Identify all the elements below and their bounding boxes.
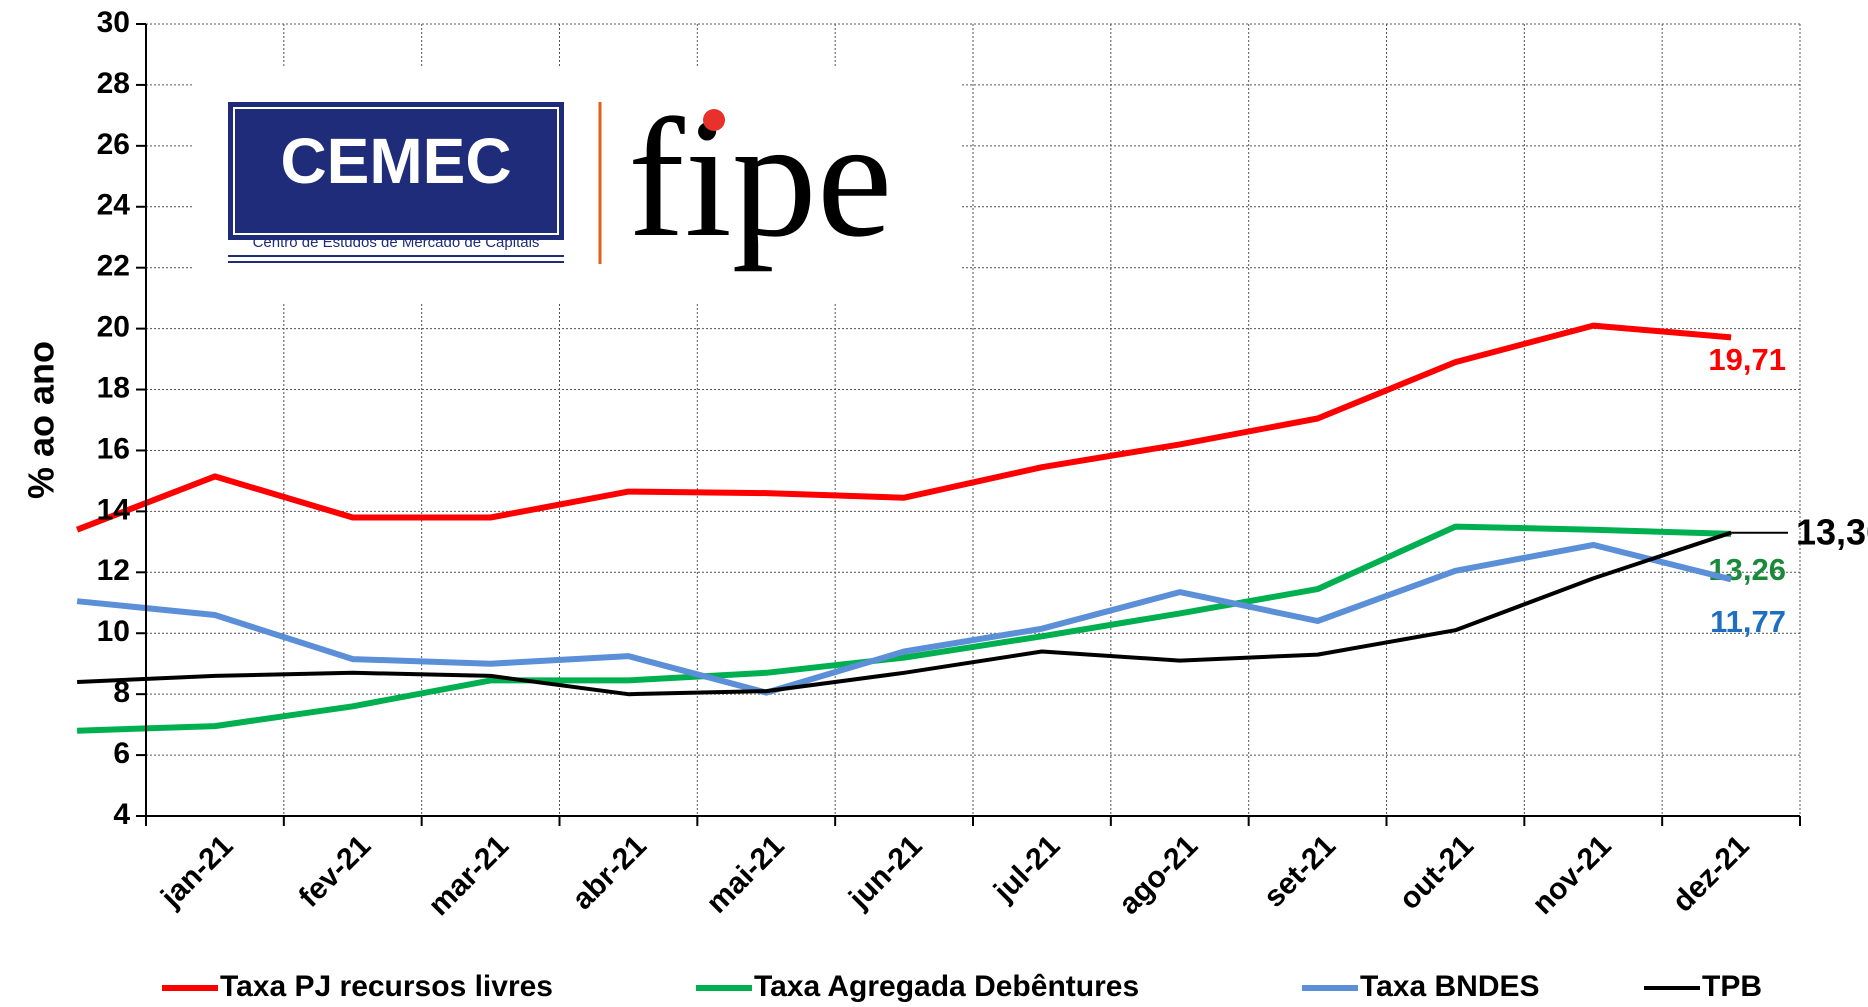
y-tick-label: 18 xyxy=(97,371,130,404)
y-tick-label: 28 xyxy=(97,67,130,100)
cemec-subtitle: Centro de Estudos de Mercado de Capitais xyxy=(253,234,540,251)
y-tick-label: 16 xyxy=(97,432,130,465)
x-tick-label: nov-21 xyxy=(1526,829,1618,921)
cemec-box-border xyxy=(233,107,559,235)
fipe-text: fipe xyxy=(628,84,892,272)
y-tick-label: 20 xyxy=(97,311,130,344)
value-label: 13,26 xyxy=(1708,552,1786,587)
x-tick-label: abr-21 xyxy=(566,829,653,916)
legend-label: TPB xyxy=(1702,970,1762,1002)
x-tick-label: out-21 xyxy=(1393,829,1480,916)
y-tick-label: 14 xyxy=(97,493,131,526)
y-tick-label: 12 xyxy=(97,554,130,587)
legend-label: Taxa Agregada Debêntures xyxy=(754,970,1139,1002)
x-tick-label: jan-21 xyxy=(154,829,239,914)
value-label: 11,77 xyxy=(1710,604,1786,639)
series-line xyxy=(76,541,1732,696)
cemec-text: CEMEC xyxy=(280,125,511,197)
legend-label: Taxa PJ recursos livres xyxy=(220,970,553,1002)
x-tick-label: jul-21 xyxy=(987,829,1066,908)
x-tick-label: jun-21 xyxy=(842,829,929,916)
x-tick-label: ago-21 xyxy=(1113,829,1205,921)
legend-label: Taxa BNDES xyxy=(1360,970,1540,1002)
x-tick-label: mar-21 xyxy=(422,829,515,922)
x-tick-label: dez-21 xyxy=(1666,829,1755,918)
series-line xyxy=(76,322,1732,533)
x-tick-label: set-21 xyxy=(1257,829,1342,914)
y-axis-label: % ao ano xyxy=(21,341,62,499)
y-tick-label: 24 xyxy=(97,189,131,222)
x-tick-label: mai-21 xyxy=(700,829,791,920)
series-line xyxy=(76,523,1732,734)
y-tick-label: 10 xyxy=(97,615,130,648)
y-tick-label: 8 xyxy=(113,676,130,709)
x-tick-label: fev-21 xyxy=(293,829,378,914)
cemec-box xyxy=(228,102,564,240)
y-tick-label: 30 xyxy=(97,6,130,39)
y-tick-label: 4 xyxy=(113,798,130,831)
logo: CEMEC Centro de Estudos de Mercado de Ca… xyxy=(192,66,962,302)
value-label: 13,30 xyxy=(1796,512,1868,553)
y-tick-label: 22 xyxy=(97,250,130,283)
value-label: 19,71 xyxy=(1708,342,1786,377)
series-layer: 19,71 13,26 11,77 13,30 xyxy=(76,322,1868,734)
y-tick-label: 26 xyxy=(97,128,130,161)
series-line xyxy=(77,530,1732,697)
y-tick-label: 6 xyxy=(113,737,130,770)
fipe-dot xyxy=(703,109,725,131)
